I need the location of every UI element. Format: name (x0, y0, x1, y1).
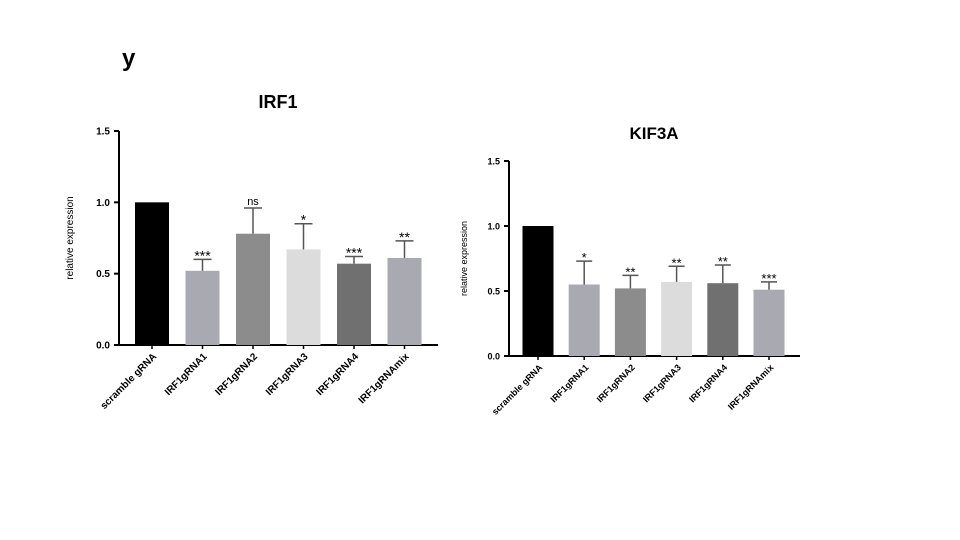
y-tick-label: 1.5 (96, 127, 110, 138)
y-tick-label: 1.0 (487, 222, 500, 232)
bar (661, 281, 693, 356)
significance-label: ** (672, 255, 682, 270)
category-label: IRF1gRNAmix (726, 362, 776, 412)
y-tick-label: 1.5 (487, 157, 500, 167)
y-tick-label: 0.5 (487, 287, 500, 297)
bar (707, 283, 739, 356)
bar (236, 233, 270, 345)
category-label: IRF1gRNA3 (264, 351, 311, 398)
bar (753, 289, 785, 356)
bar (135, 202, 169, 345)
bar (337, 263, 371, 345)
bar (185, 270, 220, 345)
bar (522, 226, 554, 356)
significance-label: ** (399, 229, 410, 245)
y-tick-label: 0.0 (487, 352, 500, 362)
category-label: IRF1gRNA4 (687, 362, 729, 404)
significance-label: * (582, 250, 587, 265)
category-label: IRF1gRNA2 (213, 351, 260, 398)
chart-irf1: IRF1 relative expression 0.0 0.5 1.0 1.5 scram… (65, 92, 438, 412)
chart-title: IRF1 (258, 92, 297, 112)
category-label: IRF1gRNAmix (357, 351, 412, 406)
bar (387, 257, 422, 345)
significance-label: *** (761, 271, 776, 286)
chart-title: KIF3A (629, 124, 678, 143)
significance-label: ns (247, 196, 259, 208)
significance-label: * (301, 212, 307, 228)
category-label: IRF1gRNA1 (163, 351, 210, 398)
y-tick-label: 0.5 (96, 269, 110, 280)
bar (568, 284, 600, 356)
y-tick-label: 0.0 (96, 341, 110, 352)
category-label: scramble gRNA (490, 362, 545, 417)
bar (614, 288, 646, 356)
category-label: IRF1gRNA1 (549, 362, 591, 404)
y-axis-label: relative expression (459, 221, 469, 296)
significance-label: *** (194, 247, 211, 263)
significance-label: ** (625, 264, 635, 279)
category-label: scramble gRNA (99, 351, 159, 411)
category-label: IRF1gRNA4 (314, 351, 361, 398)
chart-kif3a: KIF3A relative expression 0.0 0.5 1.0 1.5 scra… (459, 124, 800, 417)
y-tick-label: 1.0 (96, 198, 110, 209)
significance-label: ** (718, 254, 728, 269)
bar (286, 249, 321, 345)
category-label: IRF1gRNA3 (641, 362, 683, 404)
panel-letter-fragment: y (122, 45, 136, 72)
y-axis-label: relative expression (65, 196, 76, 279)
significance-label: *** (346, 245, 363, 261)
category-label: IRF1gRNA2 (595, 362, 637, 404)
